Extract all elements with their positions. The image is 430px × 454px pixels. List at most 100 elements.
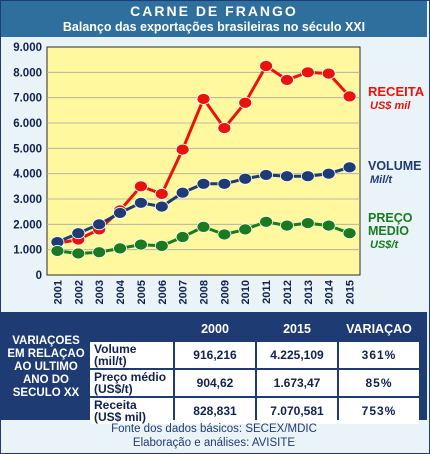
y-tick-label: 4.000 — [13, 169, 42, 181]
series-point-receita — [196, 93, 211, 105]
series-point-volume — [259, 169, 274, 181]
series-point-receita — [133, 180, 148, 193]
x-tick-label: 2012 — [282, 280, 294, 304]
series-point-receita — [280, 74, 294, 86]
series-point-preco — [217, 228, 232, 241]
y-tick-label: 2.000 — [13, 219, 42, 231]
series-point-volume — [238, 172, 253, 185]
header-variacao: VARIAÇAO — [339, 318, 419, 340]
series-point-receita — [238, 96, 253, 109]
value-2015: 4.225,109 — [257, 342, 337, 368]
y-tick-label: 3.000 — [13, 194, 42, 206]
x-tick-label: 2003 — [94, 280, 106, 304]
header-2000: 2000 — [175, 318, 255, 340]
x-tick-label: 2001 — [52, 280, 64, 304]
series-point-volume — [196, 177, 211, 190]
series-point-volume — [113, 207, 127, 219]
row-label-name: Receita — [94, 398, 137, 412]
y-tick-label: 8.000 — [13, 67, 42, 79]
x-tick-label: 2015 — [345, 280, 357, 304]
series-point-receita — [321, 67, 336, 80]
series-point-receita — [259, 60, 274, 72]
series-point-volume — [217, 177, 232, 190]
series-point-receita — [342, 90, 357, 103]
series-point-preco — [71, 247, 86, 260]
x-tick-label: 2006 — [157, 280, 169, 304]
variation-side-label: VARIAÇOES EM RELAÇAO AO ULTIMO ANO DO SE… — [7, 334, 85, 399]
chart-header: CARNE DE FRANGO Balanço das exportações … — [1, 1, 427, 37]
row-label-name: Preço médio — [94, 370, 167, 384]
series-point-preco — [92, 246, 107, 259]
x-tick-label: 2013 — [303, 280, 315, 304]
chart-subtitle: Balanço das exportações brasileiras no s… — [62, 20, 366, 34]
series-point-volume — [342, 161, 357, 174]
source-footer: Fonte dos dados básicos: SECEX/MDIC Elab… — [1, 422, 427, 452]
table-row: Preço médio (US$/t) 904,62 1.673,47 85% — [90, 370, 419, 396]
series-point-preco — [196, 220, 211, 233]
series-point-preco — [321, 219, 336, 232]
series-point-preco — [133, 238, 148, 251]
series-point-preco — [113, 242, 127, 255]
variation-value: 85% — [339, 370, 419, 396]
series-point-receita — [154, 188, 169, 200]
y-axis-ticks: 0 1.000 2.000 3.000 4.000 5.000 6.000 7.000 8.00… — [13, 42, 42, 282]
legend-preco-name-line1: PREÇO — [368, 211, 413, 225]
series-point-volume — [92, 218, 107, 231]
x-tick-label: 2004 — [115, 279, 127, 304]
x-axis-ticks: 2001 2002 2003 2004 2005 2006 2007 2008 2009 2010… — [52, 279, 356, 304]
series-point-preco — [259, 215, 274, 228]
y-tick-label: 0 — [36, 270, 42, 282]
series-point-volume — [133, 196, 148, 209]
row-label: Receita (US$ mil) — [90, 398, 173, 424]
line-chart: 0 1.000 2.000 3.000 4.000 5.000 6.000 7.000 8.00… — [13, 42, 425, 304]
series-point-receita — [217, 122, 232, 134]
source-line: Fonte dos dados básicos: SECEX/MDIC — [111, 423, 317, 435]
series-point-preco — [300, 217, 315, 229]
y-tick-label: 5.000 — [13, 143, 42, 155]
legend-preco-name-line2: MEDIO — [368, 224, 409, 238]
y-tick-label: 9.000 — [13, 42, 42, 54]
table-row: Volume (mil/t) 916,216 4.225,109 361% — [90, 342, 419, 368]
legend-receita-name: RECEITA — [368, 84, 425, 99]
y-tick-label: 7.000 — [13, 93, 42, 105]
x-tick-label: 2014 — [324, 279, 336, 304]
x-tick-label: 2010 — [240, 280, 252, 304]
series-point-receita — [175, 143, 190, 156]
row-label-name: Volume — [94, 342, 137, 356]
variation-table: 2000 2015 VARIAÇAO Volume (mil/t) 916,216… — [88, 316, 421, 426]
legend-preco-unit: US$/t — [370, 239, 399, 251]
plot-area — [46, 46, 361, 276]
row-label: Preço médio (US$/t) — [90, 370, 173, 396]
legend-volume-name: VOLUME — [368, 159, 421, 173]
y-tick-label: 1.000 — [13, 245, 42, 257]
header-2015: 2015 — [257, 318, 337, 340]
series-group — [50, 60, 357, 260]
series-point-volume — [71, 227, 86, 240]
variation-value: 361% — [339, 342, 419, 368]
series-point-volume — [300, 170, 315, 183]
table-header-row: 2000 2015 VARIAÇAO — [90, 318, 419, 340]
legend-receita-unit: US$ mil — [370, 100, 411, 112]
series-point-volume — [175, 186, 190, 199]
table-row: Receita (US$ mil) 828,831 7.070,581 753% — [90, 398, 419, 424]
row-label-unit: (US$/t) — [94, 382, 133, 396]
x-tick-label: 2002 — [73, 280, 85, 304]
variation-value: 753% — [339, 398, 419, 424]
chart-title: CARNE DE FRANGO — [130, 3, 298, 19]
series-point-volume — [280, 170, 294, 183]
value-2000: 828,831 — [175, 398, 255, 424]
x-tick-label: 2009 — [219, 280, 231, 304]
series-point-preco — [154, 239, 169, 252]
header-blank — [90, 318, 173, 340]
row-label-unit: (US$ mil) — [94, 410, 147, 424]
series-point-preco — [238, 223, 253, 236]
series-point-volume — [154, 200, 169, 213]
x-tick-label: 2005 — [136, 280, 148, 304]
series-point-preco — [280, 219, 294, 232]
series-point-preco — [50, 245, 65, 257]
series-point-preco — [342, 227, 357, 240]
series-point-receita — [300, 66, 315, 79]
value-2000: 904,62 — [175, 370, 255, 396]
value-2000: 916,216 — [175, 342, 255, 368]
value-2015: 1.673,47 — [257, 370, 337, 396]
